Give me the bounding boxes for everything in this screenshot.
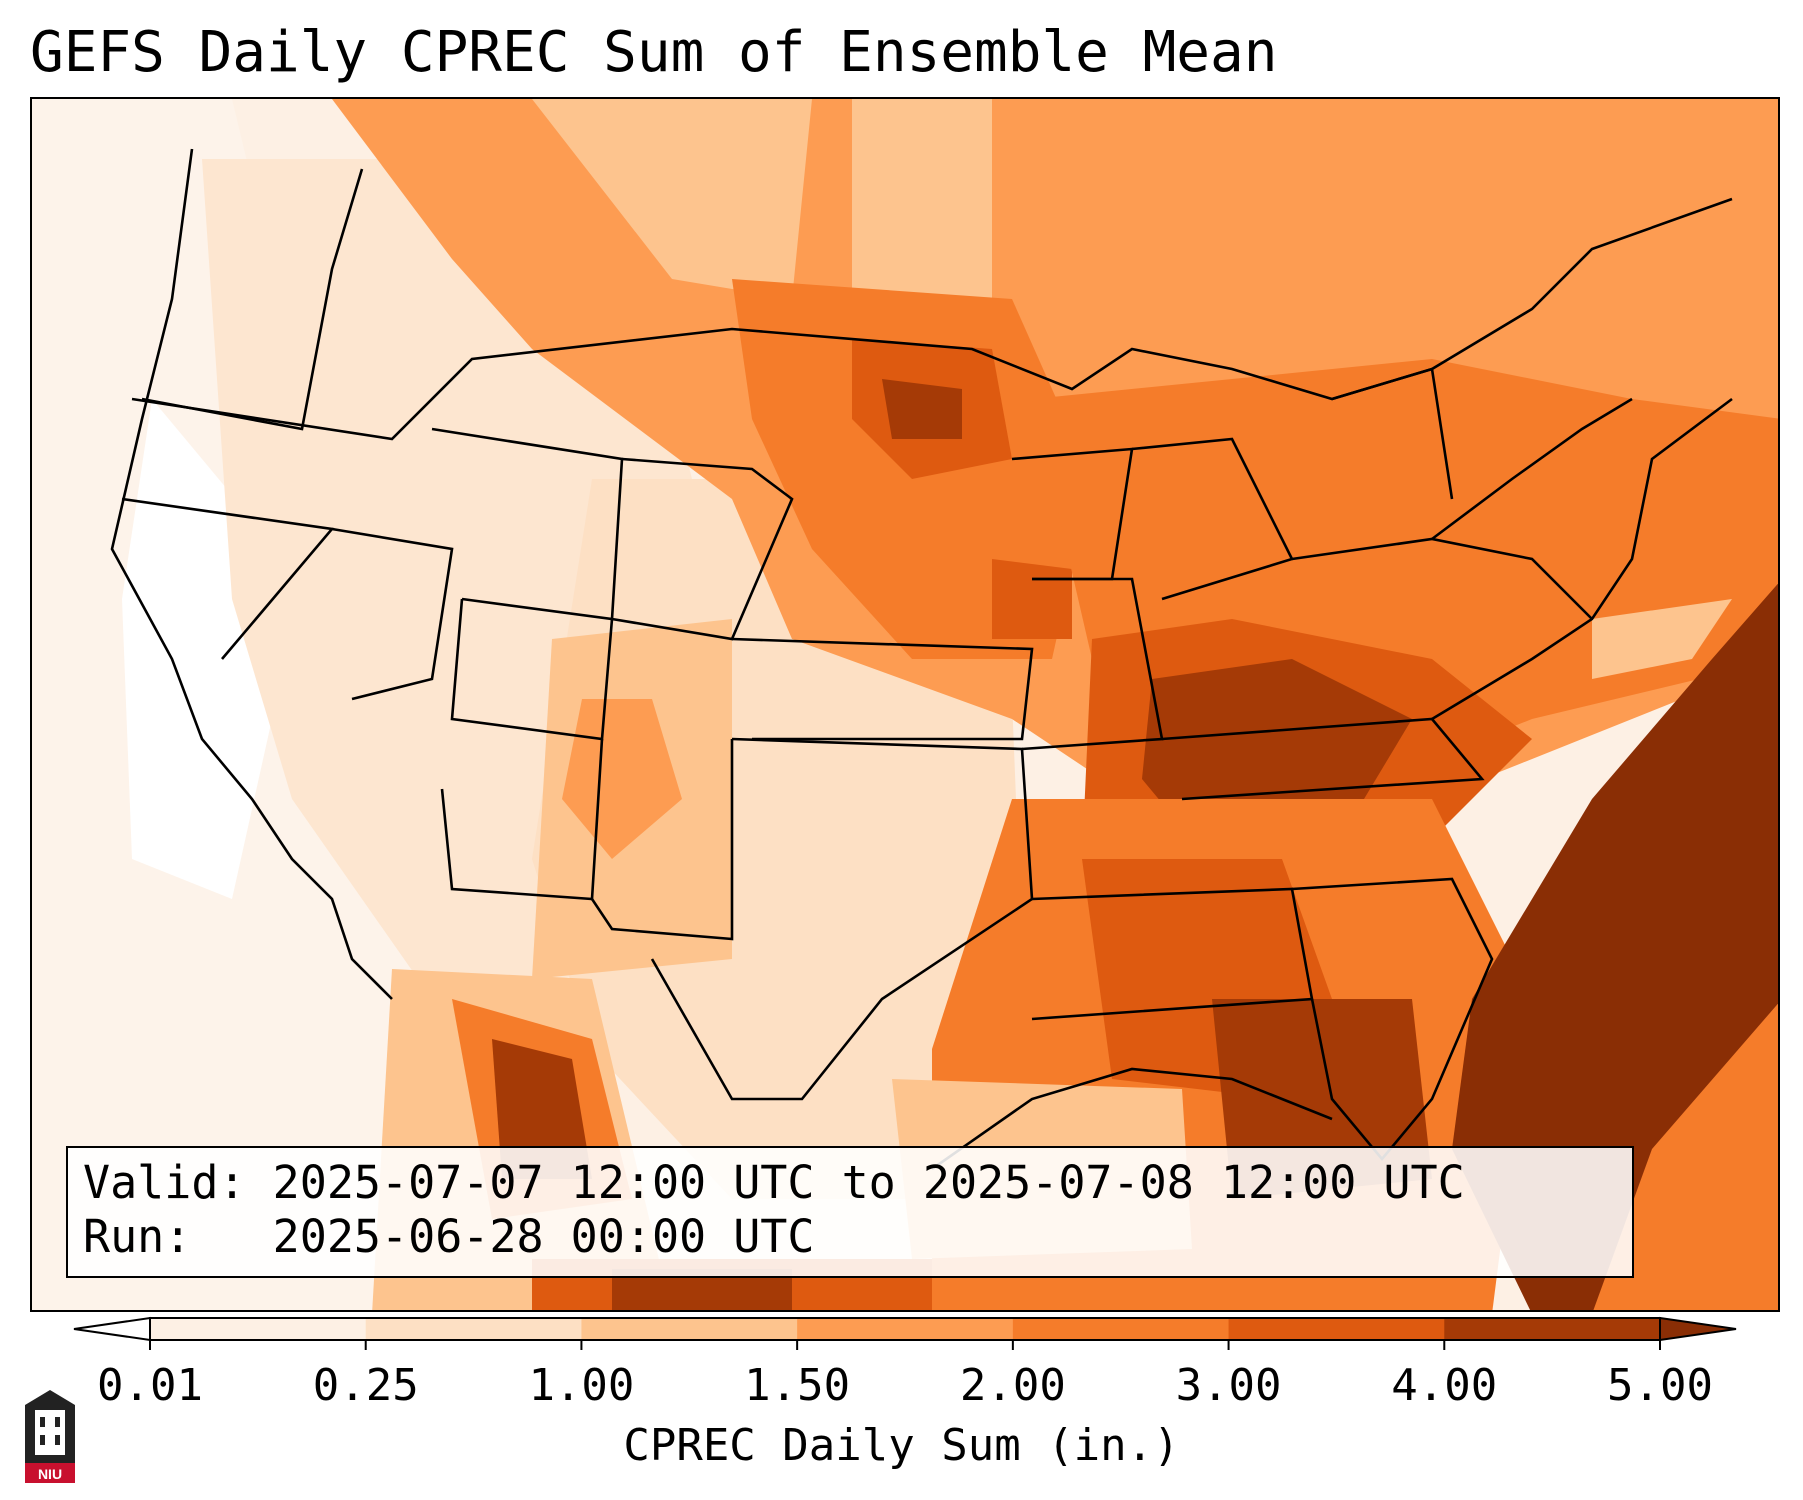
logo-band <box>25 1463 75 1483</box>
east-coast <box>1431 397 1733 721</box>
new-mexico <box>440 738 604 901</box>
michigan <box>1331 367 1454 500</box>
dakota-max <box>882 379 962 439</box>
texas-west <box>590 739 734 941</box>
colorbar <box>73 1316 1737 1350</box>
colorbar-tick-label: 2.00 <box>959 1360 1066 1411</box>
colorbar-tick-label: 3.00 <box>1175 1360 1282 1411</box>
valid-time-box: Valid: 2025-07-07 12:00 UTC to 2025-07-0… <box>66 1146 1634 1278</box>
nevada-utah <box>331 527 454 701</box>
mexico-max <box>492 1039 592 1179</box>
atlantic-south <box>1593 1003 1778 1310</box>
illinois-indiana <box>1131 437 1294 601</box>
valid-line: Valid: 2025-07-07 12:00 UTC to 2025-07-0… <box>83 1156 1465 1209</box>
new-york <box>1431 397 1633 541</box>
colorbar-tick-label: 0.01 <box>97 1360 203 1411</box>
political-boundaries <box>110 148 1733 1171</box>
colorbar-segment <box>1228 1318 1445 1340</box>
colorbar-segment <box>581 1318 798 1340</box>
colorbar-border <box>149 1317 1661 1341</box>
colorbar-segment <box>797 1318 1014 1340</box>
colorbar-over-triangle <box>1659 1316 1737 1342</box>
colorbar-tick-label: 1.00 <box>528 1360 635 1411</box>
pennsylvania-ohio <box>1291 537 1593 620</box>
colorbar-under-triangle <box>73 1316 151 1342</box>
oregon-washington <box>141 168 364 431</box>
florida-georgia <box>1291 877 1494 1162</box>
colorbar-tick-label: 0.25 <box>312 1360 419 1411</box>
colorbar-label: CPREC Daily Sum (in.) <box>623 1420 1180 1471</box>
gulf-coast <box>931 1067 1333 1171</box>
logo-tower <box>35 1410 65 1455</box>
precip-field <box>32 99 1778 1310</box>
utah-colorado <box>450 598 614 741</box>
nebraska <box>611 457 794 641</box>
logo-text: NIU <box>38 1466 62 1482</box>
canada-light <box>532 99 812 299</box>
us-canada-border <box>131 197 1733 441</box>
colorbar-tick-label: 5.00 <box>1607 1360 1713 1411</box>
west-coast <box>110 148 393 1000</box>
oklahoma-kansas <box>731 637 1034 741</box>
colorbar-tick-label: 4.00 <box>1391 1360 1498 1411</box>
rockies-peak <box>562 699 682 859</box>
wyoming <box>431 427 624 621</box>
colorbar-segment <box>150 1318 367 1340</box>
bottom-max <box>612 1269 792 1310</box>
map-title: GEFS Daily CPREC Sum of Ensemble Mean <box>30 20 1278 85</box>
colorbar-segment <box>365 1318 582 1340</box>
tennessee <box>1161 717 1485 801</box>
colorbar-tick-label: 1.50 <box>744 1360 851 1411</box>
colorbar-segment <box>1012 1318 1230 1340</box>
niu-logo: NIU <box>25 1390 75 1483</box>
ohio-valley-max <box>1142 659 1412 839</box>
colorbar-segment <box>1444 1318 1661 1340</box>
missouri <box>1021 577 1164 751</box>
iowa-mid <box>992 559 1072 639</box>
precip-map <box>30 97 1780 1312</box>
gulf-states <box>1031 887 1314 1021</box>
run-line: Run: 2025-06-28 00:00 UTC <box>83 1210 815 1263</box>
canada-light-2 <box>852 99 992 309</box>
atlantic-light <box>1592 599 1732 679</box>
